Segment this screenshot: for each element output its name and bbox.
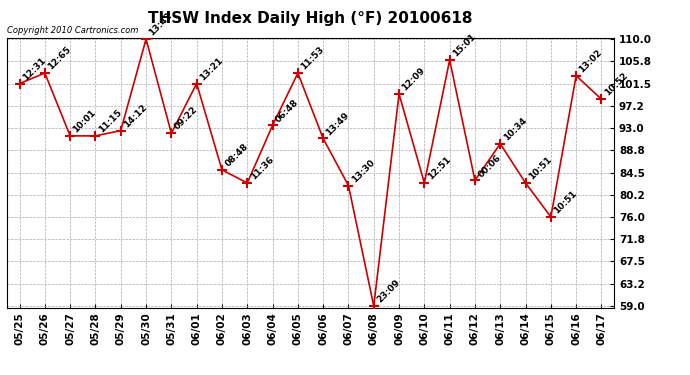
- Text: 08:48: 08:48: [224, 142, 250, 168]
- Text: 11:15: 11:15: [97, 108, 124, 135]
- Text: 13:49: 13:49: [324, 110, 351, 137]
- Text: 13:42: 13:42: [148, 11, 174, 38]
- Text: Copyright 2010 Cartronics.com: Copyright 2010 Cartronics.com: [7, 26, 138, 35]
- Text: 11:36: 11:36: [248, 155, 275, 182]
- Text: 23:09: 23:09: [375, 278, 402, 304]
- Text: 10:34: 10:34: [502, 116, 529, 142]
- Text: 12:09: 12:09: [400, 66, 427, 93]
- Text: 14:12: 14:12: [122, 102, 149, 129]
- Text: 13:30: 13:30: [350, 158, 376, 184]
- Text: 00:06: 00:06: [476, 153, 503, 179]
- Text: 09:22: 09:22: [172, 105, 199, 132]
- Text: 13:02: 13:02: [578, 48, 604, 74]
- Text: 10:51: 10:51: [552, 189, 579, 216]
- Text: 11:53: 11:53: [299, 45, 326, 72]
- Text: 12:65: 12:65: [46, 45, 73, 72]
- Text: THSW Index Daily High (°F) 20100618: THSW Index Daily High (°F) 20100618: [148, 11, 473, 26]
- Text: 12:51: 12:51: [426, 155, 453, 182]
- Text: 13:21: 13:21: [198, 56, 225, 82]
- Text: 10:51: 10:51: [527, 155, 553, 182]
- Text: 15:01: 15:01: [451, 32, 477, 58]
- Text: 10:01: 10:01: [72, 108, 98, 135]
- Text: 10:52: 10:52: [603, 71, 629, 98]
- Text: 06:48: 06:48: [274, 98, 301, 124]
- Text: 12:31: 12:31: [21, 56, 48, 82]
